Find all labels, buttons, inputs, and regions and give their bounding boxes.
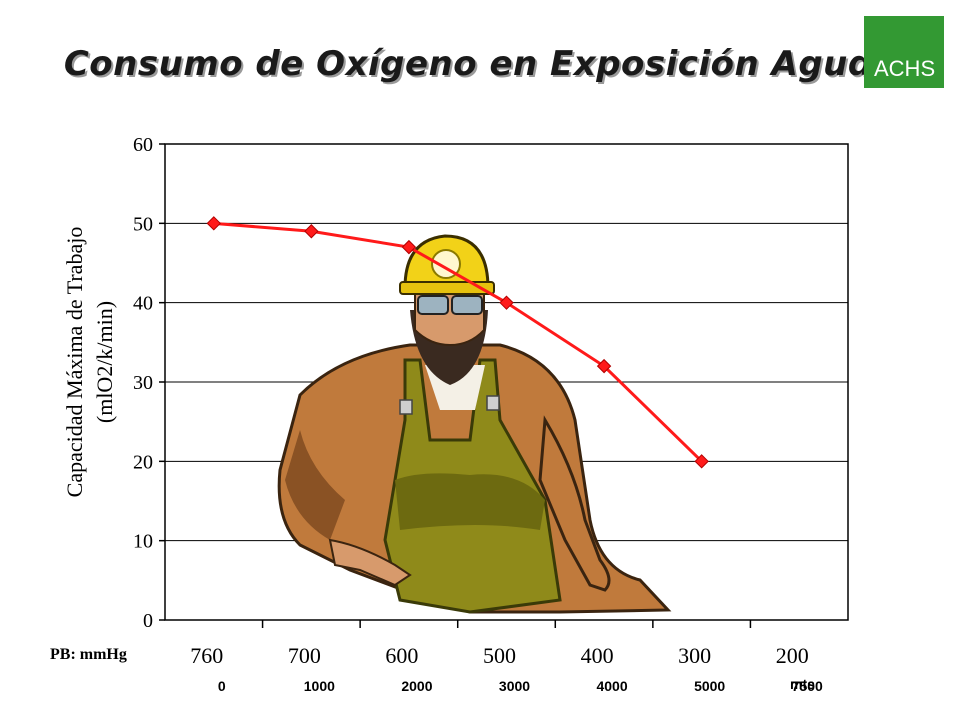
data-point: [401, 239, 417, 255]
x-tick-label: 200: [776, 643, 809, 668]
y-tick-label: 50: [133, 213, 153, 235]
x-tick-labels: 760 700 600 500 400 300 200: [190, 643, 808, 668]
data-series: [206, 216, 709, 469]
x-tick-label: 300: [678, 643, 711, 668]
x-tick-label: 760: [190, 643, 223, 668]
altitude-tick-label: 1000: [304, 678, 335, 694]
y-tick-label: 40: [133, 293, 153, 315]
y-tick-label: 60: [133, 134, 153, 156]
series-line: [213, 221, 703, 463]
miner-illustration: [277, 234, 672, 614]
y-tick-labels: 0 10 20 30 40 50 60: [133, 134, 153, 632]
pressure-axis-label: PB: mmHg: [50, 646, 127, 663]
y-tick-label: 30: [133, 372, 153, 394]
altitude-tick-label: 7500: [792, 678, 823, 694]
data-point: [596, 358, 612, 374]
x-tick-label: 700: [288, 643, 321, 668]
altitude-tick-label: 4000: [596, 678, 627, 694]
altitude-tick-labels: 0 1000 2000 3000 4000 5000 7500: [218, 678, 823, 694]
data-point: [206, 216, 221, 231]
y-tick-label: 0: [143, 610, 153, 632]
chart-title: Consumo de Oxígeno en Exposición Aguda: [63, 44, 897, 84]
x-tick-label: 500: [483, 643, 516, 668]
data-point: [499, 295, 514, 310]
x-tick-label: 600: [385, 643, 418, 668]
altitude-tick-label: 2000: [401, 678, 432, 694]
data-point: [694, 454, 709, 469]
altitude-tick-label: 5000: [694, 678, 725, 694]
achs-logo: ACHS: [864, 16, 944, 88]
altitude-tick-label: 0: [218, 678, 226, 694]
x-tick-label: 400: [581, 643, 614, 668]
altitude-unit-label: mts: [790, 676, 815, 692]
y-tick-label: 20: [133, 451, 153, 473]
altitude-tick-label: 3000: [499, 678, 530, 694]
plot-frame: [164, 143, 849, 621]
y-tick-label: 10: [133, 531, 153, 553]
data-point: [304, 224, 319, 239]
